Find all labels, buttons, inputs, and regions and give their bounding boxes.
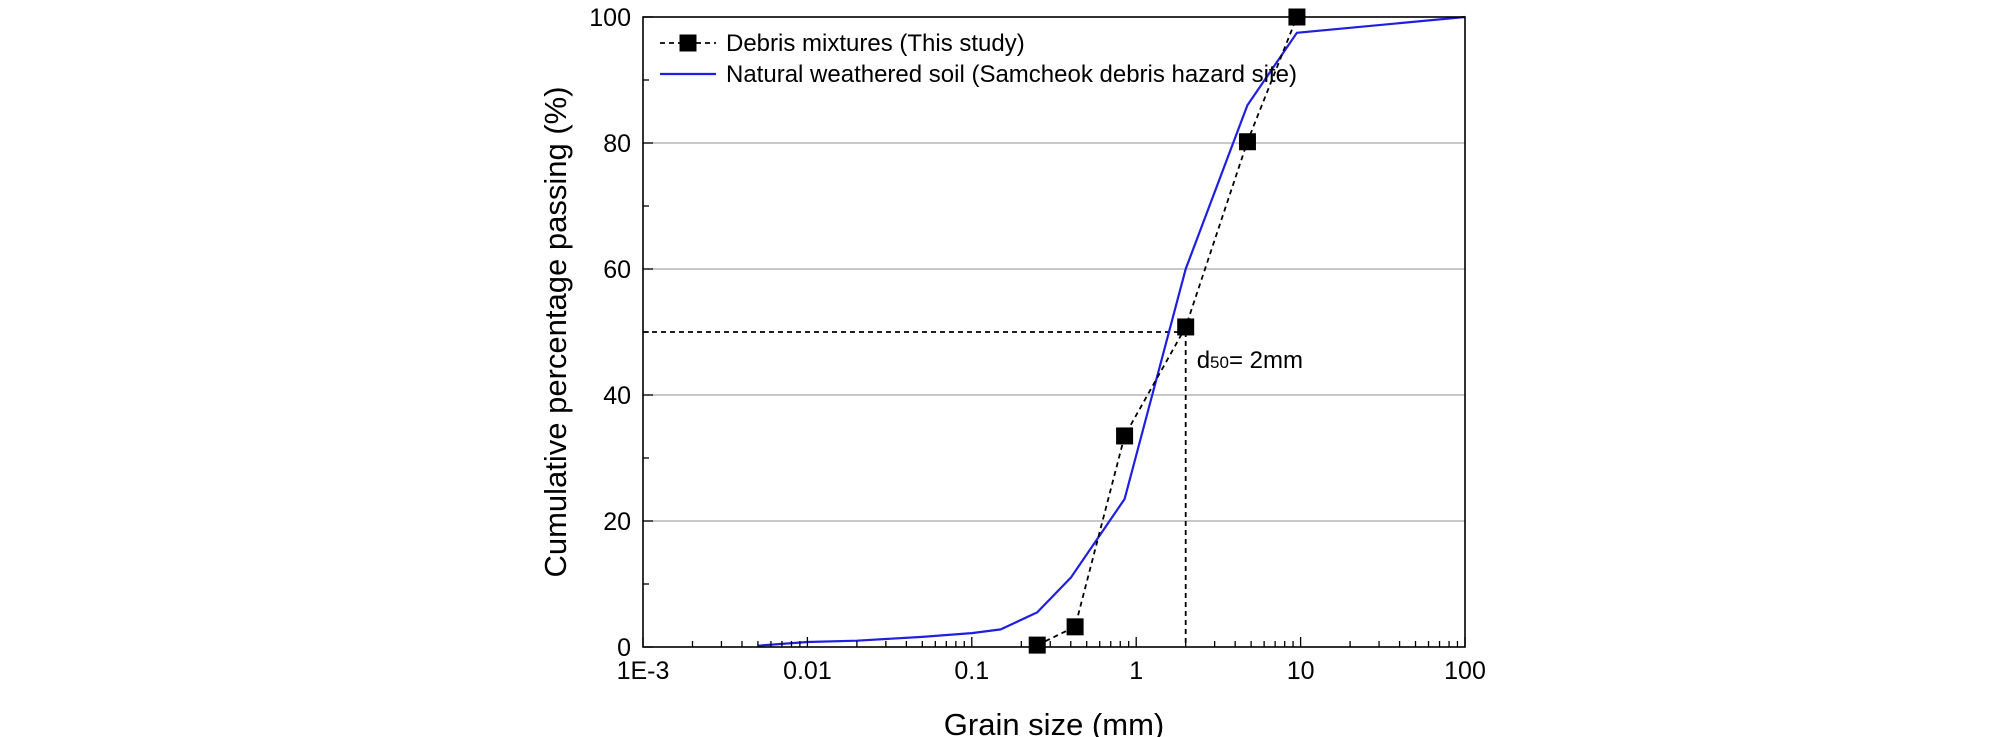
x-axis-title: Grain size (mm) xyxy=(944,707,1164,737)
d50-annotation-suffix: = 2mm xyxy=(1229,347,1303,374)
debris-marker xyxy=(1066,618,1084,636)
debris-marker xyxy=(1028,636,1046,654)
d50-reference-lines xyxy=(643,331,1187,647)
y-tick-label: 20 xyxy=(603,508,631,536)
debris-marker xyxy=(1238,133,1256,151)
series-layer xyxy=(757,8,1466,654)
debris-marker xyxy=(1177,318,1195,336)
y-tick-label: 80 xyxy=(603,130,631,158)
natural-soil-line xyxy=(757,15,1466,647)
y-axis-title: Cumulative percentage passing (%) xyxy=(538,86,573,577)
horizontal-gridlines xyxy=(643,142,1465,522)
x-tick-label: 10 xyxy=(1287,657,1315,685)
d50-annotation: d50= 2mm xyxy=(1197,347,1303,374)
legend-debris-marker xyxy=(679,34,697,52)
y-tick-label: 100 xyxy=(589,4,631,32)
d50-annotation-prefix: d xyxy=(1197,347,1210,374)
axis-ticks xyxy=(642,16,1466,648)
y-tick-label: 40 xyxy=(603,382,631,410)
x-tick-label: 1 xyxy=(1129,657,1143,685)
y-tick-label: 0 xyxy=(617,634,631,662)
debris-mixtures-line xyxy=(1036,16,1298,646)
x-tick-label: 0.1 xyxy=(954,657,989,685)
legend-debris-label: Debris mixtures (This study) xyxy=(726,30,1025,57)
x-tick-label: 0.01 xyxy=(783,657,832,685)
y-tick-label: 60 xyxy=(603,256,631,284)
x-tick-label: 1E-3 xyxy=(617,657,670,685)
plot-frame xyxy=(642,16,1466,648)
d50-annotation-subscript: 50 xyxy=(1210,353,1229,372)
legend: Debris mixtures (This study) Natural wea… xyxy=(660,30,1297,88)
x-tick-label: 100 xyxy=(1444,657,1486,685)
axis-tick-labels: 1E-3 0.01 0.1 1 10 100 0 20 40 60 80 100 xyxy=(589,4,1486,685)
debris-marker xyxy=(1116,427,1134,445)
legend-soil-label: Natural weathered soil (Samcheok debris … xyxy=(726,61,1297,88)
